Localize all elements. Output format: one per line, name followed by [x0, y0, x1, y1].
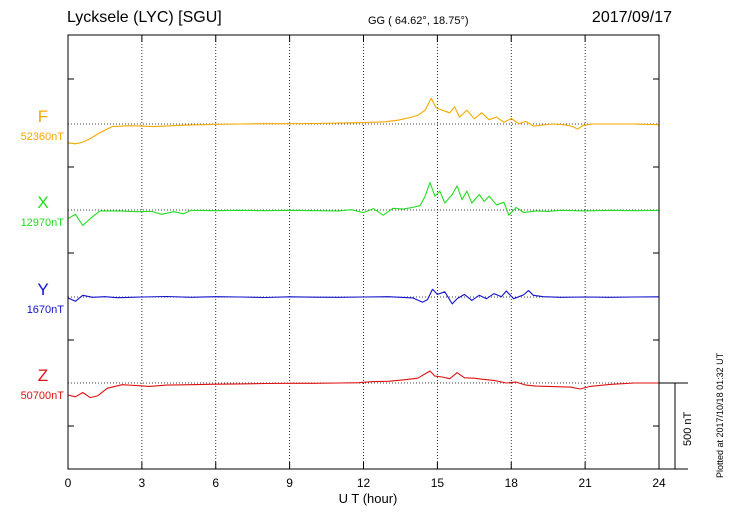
scale-bar: 500 nT [659, 382, 694, 470]
baseline-label-x: 12970nT [21, 217, 65, 229]
series-line-x [67, 181, 660, 227]
x-tick-label: 0 [65, 476, 72, 490]
series-name-z: Z [38, 366, 48, 385]
x-tick-label: 3 [139, 476, 146, 490]
x-axis-title: U T (hour) [339, 491, 398, 506]
x-axis-ticks: 0 3 6 9 12 15 18 21 24 [65, 35, 666, 490]
station-title: Lycksele (LYC) [SGU] [67, 9, 222, 26]
series-name-y: Y [37, 280, 48, 299]
scale-bar-label: 500 nT [682, 411, 694, 446]
series-line-y [67, 288, 660, 305]
baseline-label-f: 52360nT [21, 131, 65, 143]
baseline-label-y: 1670nT [27, 304, 65, 316]
x-tick-label: 18 [505, 476, 519, 490]
series-line-z [67, 370, 659, 399]
x-tick-label: 12 [357, 476, 371, 490]
geographic-coordinates: GG ( 64.62°, 18.75°) [368, 15, 469, 27]
x-tick-label: 21 [578, 476, 592, 490]
date-label: 2017/09/17 [591, 9, 672, 26]
x-tick-label: 24 [652, 476, 666, 490]
chart-grid [141, 35, 586, 469]
series-labels: F 52360nT X 12970nT Y 1670nT Z 50700nT [21, 107, 65, 402]
x-tick-label: 15 [431, 476, 445, 490]
series-lines [67, 97, 660, 399]
x-tick-label: 6 [212, 476, 219, 490]
series-name-x: X [37, 193, 48, 212]
baseline-label-z: 50700nT [21, 390, 65, 402]
x-tick-label: 9 [286, 476, 293, 490]
series-line-f [67, 97, 660, 145]
series-name-f: F [38, 107, 48, 126]
